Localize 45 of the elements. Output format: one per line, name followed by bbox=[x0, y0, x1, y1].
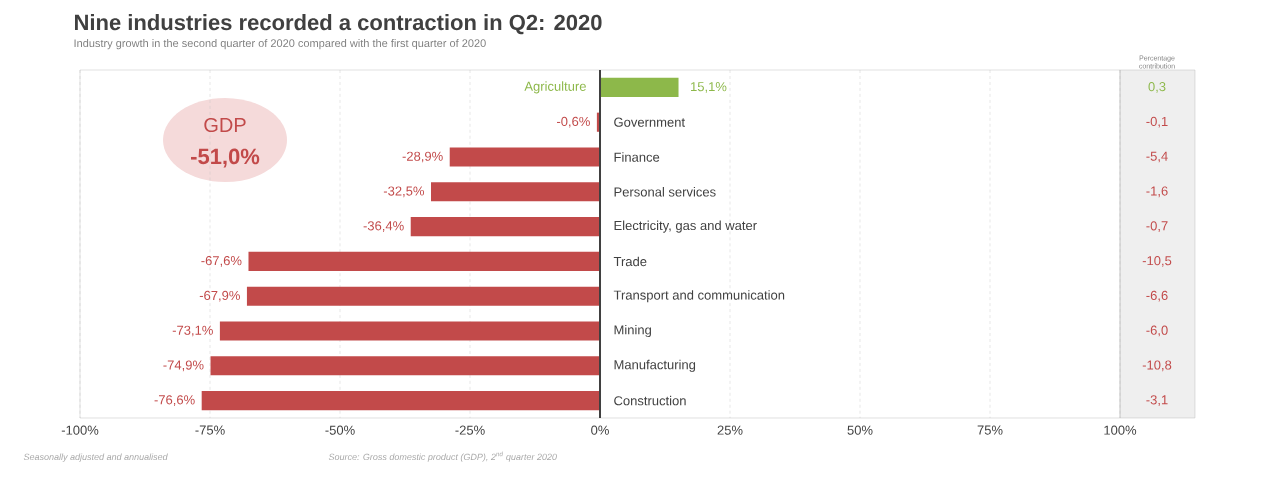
text: -6,6 bbox=[1146, 290, 1168, 302]
text: Seasonally adjusted and annualised bbox=[23, 453, 168, 462]
annotation: GDP bbox=[204, 117, 246, 133]
text: -10,8 bbox=[1142, 360, 1172, 372]
text: -0,7 bbox=[1146, 221, 1168, 232]
text: -0,1 bbox=[1146, 116, 1168, 128]
x-tick-label: 75% bbox=[977, 425, 1003, 435]
data-label: -36,4% bbox=[363, 221, 404, 232]
data-label: -76,6% bbox=[154, 395, 195, 406]
chart-subtitle: Industry growth in the second quarter of 2020 compared with the first quarter of 2020 bbox=[74, 39, 486, 50]
x-tick-label: 25% bbox=[717, 425, 743, 435]
y-tick-label: Mining bbox=[614, 324, 651, 338]
x-tick-label: 100% bbox=[1104, 425, 1137, 435]
y-tick-label: Government bbox=[614, 117, 685, 127]
x-tick-label: -50% bbox=[325, 425, 355, 435]
y-tick-label: Trade bbox=[613, 256, 647, 267]
annotation: -51,0% bbox=[191, 148, 260, 168]
x-tick-label: -75% bbox=[195, 425, 225, 435]
text: -10,5 bbox=[1142, 256, 1172, 267]
text: 0,3 bbox=[1148, 82, 1166, 93]
data-label: -32,5% bbox=[383, 186, 425, 198]
data-label: -74,9% bbox=[163, 360, 204, 372]
data-label: -67,6% bbox=[201, 256, 242, 267]
data-label: 15,1% bbox=[691, 82, 727, 93]
data-label: -28,9% bbox=[402, 151, 443, 163]
y-tick-label: Electricity, gas and water bbox=[614, 220, 757, 233]
data-label: -67,9% bbox=[199, 290, 240, 302]
y-tick-label: Agriculture bbox=[524, 81, 586, 94]
y-tick-label: Finance bbox=[614, 152, 660, 162]
y-tick-label: Construction bbox=[614, 395, 686, 406]
y-tick-label: Manufacturing bbox=[614, 359, 696, 372]
data-label: -0,6% bbox=[556, 116, 590, 128]
y-tick-label: Personal services bbox=[614, 187, 716, 197]
text: -3,1 bbox=[1146, 395, 1168, 406]
text: Source: Gross domestic product (GDP), 2$^{nd}$ quarter 2020 bbox=[328, 451, 557, 462]
y-tick-label: Transport and communication bbox=[613, 290, 785, 303]
x-tick-label: -100% bbox=[61, 425, 99, 435]
text: -5,4 bbox=[1146, 151, 1168, 163]
x-tick-label: -25% bbox=[455, 425, 485, 435]
x-tick-label: 0% bbox=[591, 425, 609, 435]
x-tick-label: 50% bbox=[847, 425, 873, 435]
data-label: -73,1% bbox=[172, 325, 213, 337]
text: -6,0 bbox=[1146, 325, 1168, 337]
chart-title: Nine industries recorded a contraction in Q2: 2020 bbox=[75, 14, 602, 35]
text: -1,6 bbox=[1146, 186, 1168, 198]
